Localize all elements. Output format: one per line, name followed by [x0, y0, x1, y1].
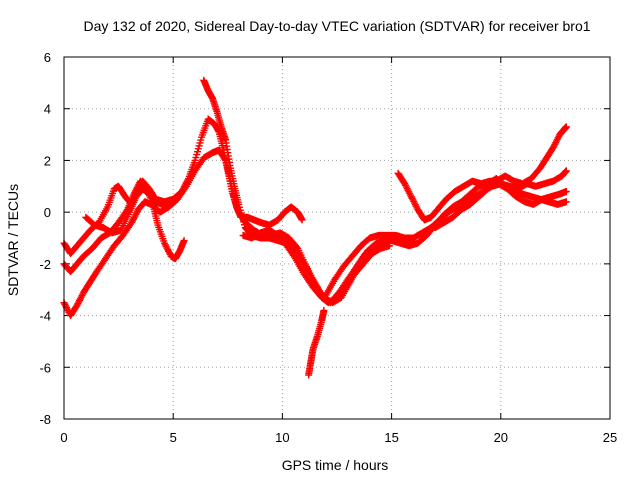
y-tick-label: 0: [44, 205, 51, 220]
y-tick-label: -8: [39, 412, 51, 427]
series-track-6: [322, 167, 570, 299]
series-track-2: [60, 177, 188, 276]
data-point: [562, 187, 570, 195]
data-point: [385, 242, 393, 250]
x-tick-label: 20: [494, 430, 508, 445]
y-tick-label: -4: [39, 309, 51, 324]
x-axis-label: GPS time / hours: [282, 457, 389, 473]
ticks: 0 5 10 15 20 25 -8 -6 -4 -2 0 2 4 6: [39, 50, 617, 445]
x-tick-label: 0: [60, 430, 67, 445]
grid: [64, 57, 610, 419]
data-point: [562, 167, 570, 175]
y-tick-label: 6: [44, 50, 51, 65]
data-point: [320, 306, 328, 314]
y-tick-label: 4: [44, 102, 51, 117]
series-track-5: [305, 306, 328, 379]
series-track-8: [431, 123, 570, 232]
y-axis-label: SDTVAR / TECUs: [5, 184, 21, 296]
series-track-10: [239, 226, 393, 307]
plot-area: [60, 76, 570, 379]
data-point: [562, 198, 570, 206]
data-point: [298, 216, 306, 224]
data-point: [165, 198, 173, 206]
series-track-7: [394, 169, 570, 224]
x-tick-label: 5: [170, 430, 177, 445]
y-tick-label: 2: [44, 153, 51, 168]
y-tick-label: -6: [39, 360, 51, 375]
plot-frame: [63, 56, 611, 420]
chart-title: Day 132 of 2020, Sidereal Day-to-day VTE…: [83, 18, 590, 34]
x-tick-label: 10: [275, 430, 289, 445]
y-tick-label: -2: [39, 257, 51, 272]
x-tick-label: 15: [384, 430, 398, 445]
data-point: [290, 253, 298, 261]
data-point: [562, 123, 570, 131]
x-tick-label: 25: [603, 430, 617, 445]
data-point: [180, 237, 188, 245]
series-track-9: [82, 185, 173, 237]
data-point: [181, 184, 189, 192]
